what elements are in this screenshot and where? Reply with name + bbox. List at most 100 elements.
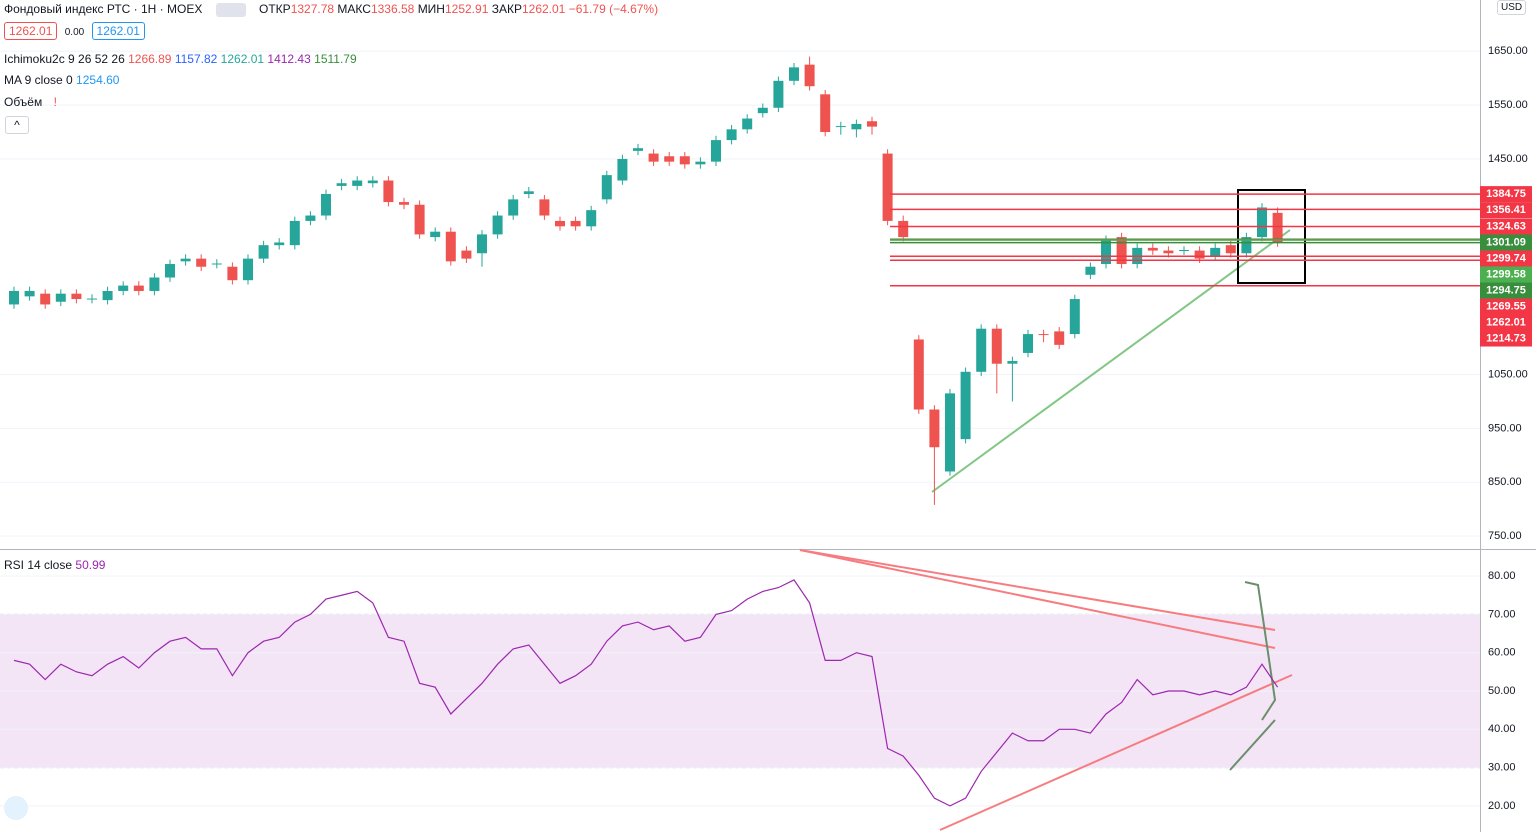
candle-body bbox=[1069, 299, 1080, 335]
price-label-bg bbox=[1480, 298, 1532, 315]
price-label: 1384.75 bbox=[1486, 188, 1526, 200]
y-tick-label: 30.00 bbox=[1488, 761, 1516, 773]
candle-body bbox=[102, 290, 113, 301]
candle-body bbox=[258, 245, 269, 259]
candle-body bbox=[414, 204, 425, 235]
volume-legend: Объём ! bbox=[4, 95, 57, 109]
trend-line bbox=[799, 549, 1276, 631]
y-tick-label: 50.00 bbox=[1488, 685, 1516, 697]
candle-body bbox=[570, 220, 581, 227]
price-label: 1294.75 bbox=[1486, 284, 1526, 296]
ichimoku-legend: Ichimoku2c 9 26 52 26 1266.89 1157.82 12… bbox=[4, 52, 357, 66]
price-label-bg bbox=[1480, 250, 1532, 267]
candle-body bbox=[726, 129, 737, 141]
candle-body bbox=[445, 231, 456, 262]
rsi-legend: RSI 14 close 50.99 bbox=[4, 558, 105, 572]
highlight-box bbox=[1237, 189, 1306, 284]
indicator-name: Ichimoku2c 9 26 52 26 bbox=[4, 52, 125, 66]
price-label: 1262.01 bbox=[1486, 316, 1526, 328]
candle-body bbox=[1147, 247, 1158, 251]
candle-body bbox=[679, 156, 690, 165]
candle-body bbox=[227, 266, 238, 281]
candle-body bbox=[1116, 237, 1127, 265]
price-label-bg bbox=[1480, 186, 1532, 203]
candle-body bbox=[321, 193, 331, 216]
price-label: 1299.74 bbox=[1486, 252, 1527, 264]
y-tick-label: 750.00 bbox=[1488, 530, 1522, 542]
bid[interactable]: 1262.01 bbox=[4, 22, 58, 40]
rsi-line bbox=[13, 579, 1279, 807]
candle-body bbox=[118, 285, 129, 291]
candle-body bbox=[352, 180, 363, 186]
candle-body bbox=[555, 220, 565, 227]
candle-body bbox=[586, 210, 597, 227]
price-label-bg bbox=[1480, 266, 1532, 283]
candle-body bbox=[165, 264, 175, 278]
label: МИН bbox=[417, 2, 445, 16]
price-label: 1269.55 bbox=[1486, 300, 1526, 312]
y-tick-label: 1550.00 bbox=[1488, 99, 1528, 111]
price-label-bg bbox=[1480, 202, 1532, 219]
candle-body bbox=[664, 156, 675, 162]
y-tick-label: 80.00 bbox=[1488, 570, 1516, 582]
candle-body bbox=[55, 293, 66, 302]
y-tick-label: 1650.00 bbox=[1488, 45, 1528, 57]
ask[interactable]: 1262.01 bbox=[91, 22, 145, 40]
candle-body bbox=[976, 328, 987, 372]
candle-body bbox=[1038, 334, 1049, 336]
candle-body bbox=[24, 290, 35, 297]
indicator-name: RSI 14 close bbox=[4, 558, 73, 572]
value: 1262.01 bbox=[521, 2, 566, 16]
symbol-title: Фондовый индекс РТС · 1Н · MOEX bbox=[4, 2, 203, 16]
candle-body bbox=[523, 191, 534, 194]
collapse-button[interactable]: ^ bbox=[5, 116, 29, 134]
toggle[interactable] bbox=[215, 2, 246, 17]
price-label-bg bbox=[1480, 314, 1532, 331]
candle-body bbox=[867, 121, 877, 127]
candle-body bbox=[508, 199, 519, 216]
warning-icon[interactable]: ! bbox=[53, 95, 57, 109]
label: ЗАКР bbox=[491, 2, 522, 16]
logo[interactable] bbox=[4, 796, 28, 820]
candle-body bbox=[804, 64, 815, 87]
value: 50.99 bbox=[75, 558, 106, 572]
candle-body bbox=[180, 258, 191, 262]
change: −61.79 (−4.67%) bbox=[568, 2, 659, 16]
candle-body bbox=[945, 393, 955, 472]
symbol-bar: Фондовый индекс РТС · 1Н · MOEX ОТКР1327… bbox=[4, 2, 658, 17]
candle-body bbox=[898, 220, 909, 238]
candle-body bbox=[243, 258, 253, 281]
candle-body bbox=[274, 242, 285, 246]
drawings bbox=[799, 189, 1306, 831]
indicator-name: MA 9 close 0 bbox=[4, 73, 73, 87]
candle-body bbox=[383, 180, 394, 203]
value: 1327.78 bbox=[290, 2, 335, 16]
price-label-bg bbox=[1480, 218, 1532, 235]
candle-body bbox=[40, 293, 51, 305]
candle-body bbox=[617, 158, 628, 181]
candle-body bbox=[367, 180, 378, 184]
trend-line bbox=[939, 674, 1293, 831]
candle-body bbox=[1085, 266, 1096, 275]
candle-body bbox=[648, 153, 659, 162]
currency[interactable]: USD bbox=[1497, 0, 1527, 15]
value: 1511.79 bbox=[314, 52, 357, 66]
candle-body bbox=[149, 277, 160, 291]
candle-body bbox=[601, 175, 612, 200]
candle-body bbox=[492, 215, 503, 235]
candle-body bbox=[820, 94, 831, 133]
candle-body bbox=[913, 339, 924, 410]
price-label-bg bbox=[1480, 330, 1532, 347]
candle-body bbox=[742, 118, 753, 130]
ma-legend: MA 9 close 0 1254.60 bbox=[4, 73, 119, 87]
trend-line bbox=[1229, 719, 1276, 771]
candle-body bbox=[789, 67, 799, 81]
price-label: 1356.41 bbox=[1486, 204, 1526, 216]
price-label: 1324.63 bbox=[1486, 220, 1526, 232]
spread: 0.00 bbox=[64, 27, 85, 38]
price-label-bg bbox=[1480, 234, 1532, 251]
y-tick-label: 70.00 bbox=[1488, 608, 1516, 620]
y-tick-label: 850.00 bbox=[1488, 476, 1522, 488]
